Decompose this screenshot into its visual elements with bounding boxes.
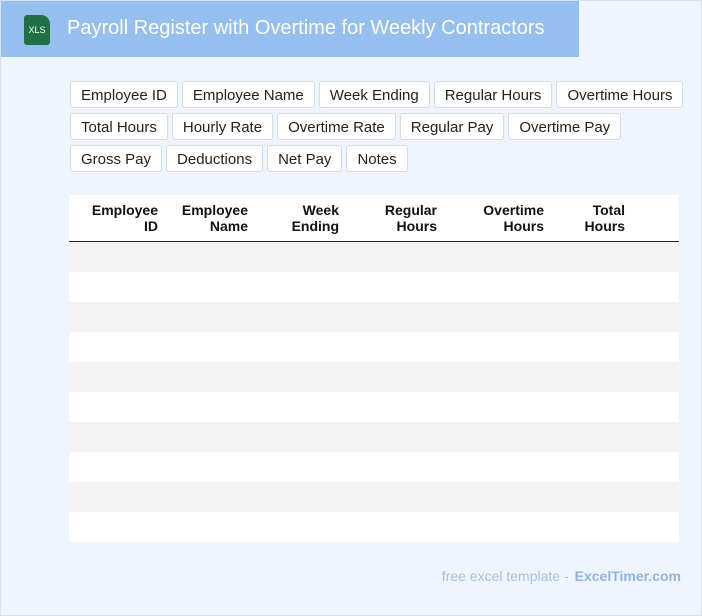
header-bar: XLS Payroll Register with Overtime for W… — [1, 1, 579, 57]
column-header: Week Ending — [291, 202, 339, 234]
table: Employee ID Employee Name Week Ending Regul… — [69, 195, 679, 542]
icon-label: XLS — [28, 25, 46, 35]
column-header: Employee ID — [91, 202, 158, 234]
table-row — [69, 482, 679, 512]
table-row — [69, 422, 679, 452]
footer-brand[interactable]: ExcelTimer.com — [574, 568, 681, 584]
table-row — [69, 332, 679, 362]
column-header: Total Hours — [584, 202, 625, 234]
page-title: Payroll Register with Overtime for Weekl… — [67, 17, 545, 39]
table-row — [69, 452, 679, 482]
table-row — [69, 272, 679, 302]
column-header: Overtime Hours — [483, 202, 544, 234]
table-row — [69, 362, 679, 392]
table-row — [69, 512, 679, 542]
field-tag[interactable]: Deductions — [166, 145, 264, 172]
field-tag[interactable]: Week Ending — [318, 81, 430, 108]
column-header: Regular Hours — [384, 202, 437, 234]
field-tag[interactable]: Gross Pay — [70, 145, 163, 172]
field-tag[interactable]: Employee ID — [70, 81, 178, 108]
table-row — [69, 302, 679, 332]
table-row — [69, 392, 679, 422]
field-tag[interactable]: Overtime Pay — [508, 113, 622, 140]
field-tag[interactable]: Total Hours — [70, 113, 168, 140]
field-tag[interactable]: Regular Pay — [399, 113, 505, 140]
field-tags: Employee ID Employee Name Week Ending Regul… — [70, 81, 700, 172]
field-tag[interactable]: Overtime Hours — [556, 81, 684, 108]
field-tag[interactable]: Hourly Rate — [171, 113, 274, 140]
table-header: Employee ID Employee Name Week Ending Regul… — [69, 195, 679, 242]
field-tag[interactable]: Regular Hours — [433, 81, 553, 108]
field-tag[interactable]: Employee Name — [181, 81, 315, 108]
field-tag[interactable]: Overtime Rate — [277, 113, 396, 140]
table-row — [69, 242, 679, 272]
column-header: Employee Name — [181, 202, 248, 234]
xls-icon: XLS — [24, 15, 50, 45]
field-tag[interactable]: Notes — [346, 145, 408, 172]
footer: free excel template - ExcelTimer.com — [442, 568, 681, 584]
footer-text: free excel template - — [441, 568, 569, 584]
field-tag[interactable]: Net Pay — [267, 145, 343, 172]
